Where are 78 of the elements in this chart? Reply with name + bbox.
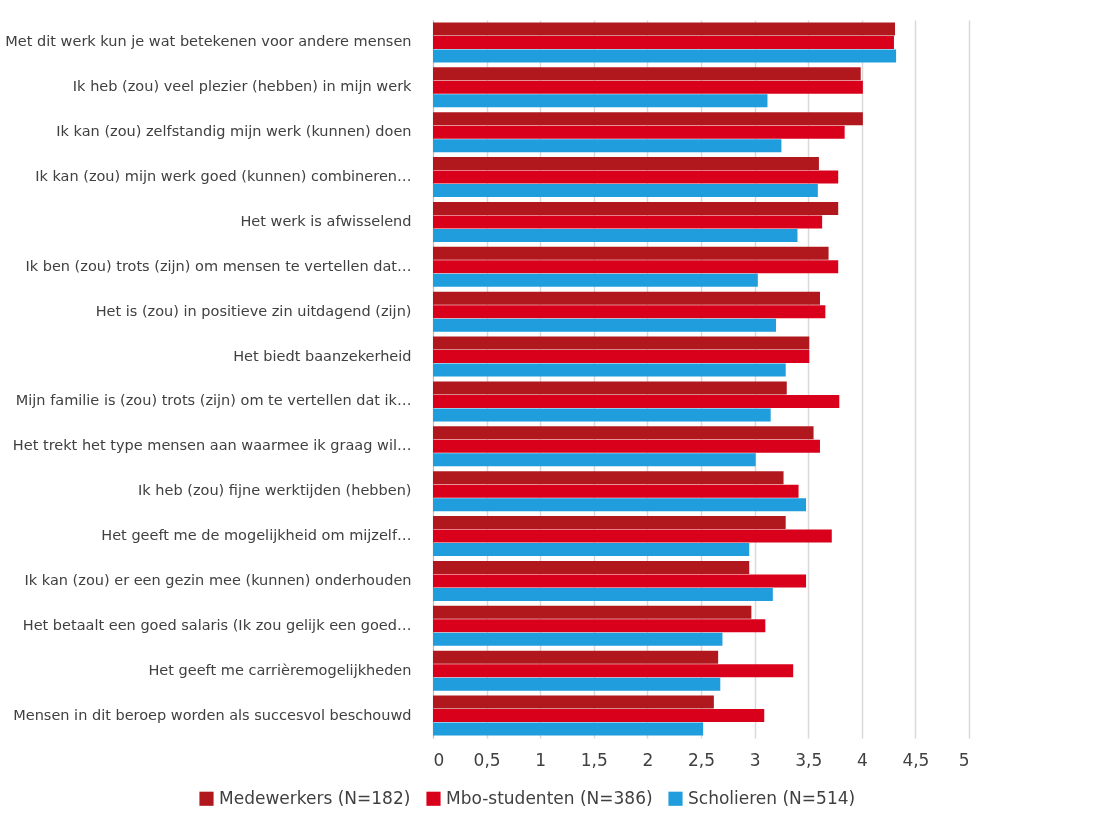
x-tick-label: 2,5	[687, 749, 716, 770]
y-tick-label: Het geeft me de mogelijkheid om mijzelf…	[101, 527, 412, 544]
bar	[433, 664, 794, 678]
bar	[433, 228, 798, 242]
bar	[433, 67, 861, 81]
y-tick-label: Met dit werk kun je wat betekenen voor andere mensen	[5, 33, 412, 50]
bar	[433, 363, 786, 377]
x-tick-label: 1	[535, 749, 547, 770]
bar	[433, 305, 826, 319]
bar	[433, 587, 773, 601]
bar	[433, 273, 758, 287]
y-tick-label: Ik kan (zou) mijn werk goed (kunnen) combineren…	[35, 168, 412, 185]
bar	[433, 471, 784, 485]
bar	[433, 543, 750, 557]
y-tick-label: Ik heb (zou) veel plezier (hebben) in mijn werk	[72, 78, 413, 95]
bar	[433, 22, 896, 36]
bar	[433, 408, 771, 422]
bar	[433, 336, 810, 350]
bar	[433, 350, 810, 364]
y-tick-label: Het biedt baanzekerheid	[233, 347, 412, 364]
bar	[433, 201, 839, 215]
x-tick-label: 2	[642, 749, 654, 770]
bar	[433, 291, 820, 305]
x-tick-label: 1,5	[580, 749, 608, 770]
bar	[433, 632, 723, 646]
x-tick-label: 4	[856, 749, 868, 770]
y-tick-label: Het trekt het type mensen aan waarmee ik graag wil…	[12, 437, 412, 454]
bar	[433, 157, 819, 171]
bar	[433, 439, 820, 453]
bar	[433, 170, 839, 184]
bar	[433, 605, 752, 619]
bar	[433, 516, 786, 530]
bar	[433, 381, 787, 395]
y-tick-label: Het betaalt een goed salaris (Ik zou gelijk een goed…	[22, 616, 412, 633]
bar	[433, 80, 863, 94]
bar	[433, 677, 721, 691]
x-tick-label: 4,5	[902, 749, 930, 770]
bar	[433, 619, 766, 633]
y-tick-label: Mensen in dit beroep worden als succesvol beschouwd	[13, 706, 412, 723]
x-tick-label: 0	[433, 749, 445, 770]
bar	[433, 722, 704, 736]
bar	[433, 260, 839, 274]
y-tick-label: Het geeft me carrièremogelijkheden	[148, 661, 412, 678]
bar	[433, 139, 782, 153]
y-tick-label: Het werk is afwisselend	[240, 212, 412, 229]
bar	[433, 560, 750, 574]
bar	[433, 394, 840, 408]
bar	[433, 184, 818, 198]
y-tick-label: Ik heb (zou) fijne werktijden (hebben)	[138, 482, 412, 499]
bar	[433, 453, 756, 467]
legend-label: Medewerkers (N=182)	[219, 787, 411, 808]
x-tick-label: 5	[958, 749, 970, 770]
bar	[433, 49, 897, 63]
bar	[433, 318, 777, 332]
y-tick-label: Ik ben (zou) trots (zijn) om mensen te vertellen dat…	[25, 257, 412, 274]
bar	[433, 484, 799, 498]
y-tick-label: Mijn familie is (zou) trots (zijn) om te vertellen dat ik…	[15, 392, 412, 409]
x-tick-label: 3,5	[795, 749, 823, 770]
bar	[433, 125, 845, 139]
legend-label: Mbo-studenten (N=386)	[446, 787, 653, 808]
bar	[433, 94, 768, 108]
bar	[433, 246, 829, 260]
bar	[433, 426, 814, 440]
legend-label: Scholieren (N=514)	[688, 787, 856, 808]
x-tick-label: 0,5	[473, 749, 501, 770]
bar	[433, 709, 765, 723]
bar	[433, 529, 832, 543]
y-tick-label: Ik kan (zou) er een gezin mee (kunnen) onderhouden	[24, 571, 412, 588]
bar	[433, 215, 823, 229]
y-tick-label: Ik kan (zou) zelfstandig mijn werk (kunnen) doen	[56, 123, 412, 140]
bar	[433, 35, 894, 49]
bar	[433, 574, 807, 588]
x-tick-label: 3	[749, 749, 761, 770]
bar	[433, 498, 807, 512]
bar	[433, 112, 863, 126]
bar	[433, 650, 719, 664]
bar	[433, 695, 714, 709]
y-tick-label: Het is (zou) in positieve zin uitdagend (zijn)	[95, 302, 412, 319]
